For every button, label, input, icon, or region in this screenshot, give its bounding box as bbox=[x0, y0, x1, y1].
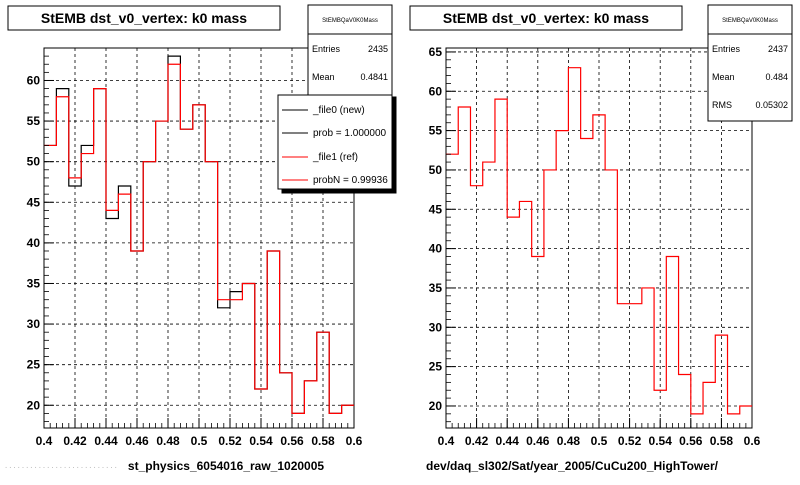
right-axes: 0.4 0.42 0.44 0.46 0.48 0.5 0.52 0.54 0.56 0.58 0.… bbox=[429, 45, 761, 448]
right-x-tick-label: 0.54 bbox=[649, 434, 673, 448]
left-x-tick-label: 0.6 bbox=[346, 434, 363, 448]
left-y-tick-label: 20 bbox=[27, 398, 41, 412]
right-x-tick-label: 0.6 bbox=[744, 434, 761, 448]
left-x-tick-label: 0.46 bbox=[125, 434, 149, 448]
right-x-tick-label: 0.42 bbox=[465, 434, 489, 448]
legend-entry-file0: _file0 (new) bbox=[312, 105, 365, 116]
right-y-tick-label: 60 bbox=[429, 84, 443, 98]
right-xlabel: dev/daq_sl302/Sat/year_2005/CuCu200_High… bbox=[426, 459, 719, 473]
left-legend: _file0 (new) prob = 1.000000 _file1 (ref… bbox=[277, 94, 397, 194]
left-histogram-lines bbox=[44, 55, 354, 414]
right-histogram-lines bbox=[446, 67, 752, 415]
left-y-tick-label: 40 bbox=[27, 236, 41, 250]
right-y-tick-label: 25 bbox=[429, 360, 443, 374]
left-y-tick-label: 55 bbox=[27, 114, 41, 128]
right-stats-rms-label: RMS bbox=[712, 100, 732, 110]
legend-entry-prob: prob = 1.000000 bbox=[313, 128, 387, 139]
left-x-tick-label: 0.54 bbox=[249, 434, 273, 448]
right-x-tick-label: 0.56 bbox=[679, 434, 703, 448]
right-stats-name: StEMBQaV0K0Mass bbox=[722, 18, 778, 24]
legend-box bbox=[277, 94, 393, 190]
left-histogram-panel: 0.4 0.42 0.44 0.46 0.48 0.5 0.52 0.54 0.56 0.58 0.… bbox=[7, 4, 397, 473]
right-x-tick-label: 0.58 bbox=[710, 434, 734, 448]
right-x-tick-label: 0.4 bbox=[438, 434, 455, 448]
right-histogram-series-0 bbox=[446, 67, 752, 415]
right-x-tick-label: 0.48 bbox=[557, 434, 581, 448]
right-y-tick-label: 35 bbox=[429, 281, 443, 295]
legend-entry-probn: probN = 0.99936 bbox=[313, 175, 388, 186]
left-stats-mean-label: Mean bbox=[312, 72, 335, 82]
right-title-box bbox=[409, 5, 683, 31]
footer-timestamp-faint: ........................... bbox=[4, 462, 118, 470]
left-stats-name: StEMBQaV0K0Mass bbox=[322, 18, 378, 24]
left-y-tick-label: 60 bbox=[27, 73, 41, 87]
right-stats-mean-value: 0.484 bbox=[765, 72, 788, 82]
left-stats-box: StEMBQaV0K0Mass Entries 2435 Mean 0.4841 bbox=[307, 4, 393, 104]
right-histogram-panel: 0.4 0.42 0.44 0.46 0.48 0.5 0.52 0.54 0.56 0.58 0.… bbox=[409, 4, 793, 473]
left-y-tick-label: 45 bbox=[27, 195, 41, 209]
left-histogram-series-1 bbox=[44, 63, 354, 414]
right-y-tick-label: 45 bbox=[429, 202, 443, 216]
left-y-tick-label: 30 bbox=[27, 317, 41, 331]
right-y-tick-label: 40 bbox=[429, 242, 443, 256]
left-x-tick-label: 0.48 bbox=[156, 434, 180, 448]
left-x-tick-label: 0.44 bbox=[94, 434, 118, 448]
left-stats-entries-label: Entries bbox=[312, 44, 341, 54]
legend-entry-file1: _file1 (ref) bbox=[312, 152, 358, 163]
left-axes: 0.4 0.42 0.44 0.46 0.48 0.5 0.52 0.54 0.56 0.58 0.… bbox=[27, 47, 363, 448]
right-stats-mean-label: Mean bbox=[712, 72, 735, 82]
right-grid bbox=[446, 48, 752, 428]
right-stats-entries-value: 2437 bbox=[768, 44, 788, 54]
right-y-tick-label: 50 bbox=[429, 163, 443, 177]
right-x-tick-label: 0.52 bbox=[618, 434, 642, 448]
left-x-tick-label: 0.5 bbox=[191, 434, 208, 448]
right-x-tick-label: 0.44 bbox=[496, 434, 520, 448]
right-x-tick-label: 0.46 bbox=[526, 434, 550, 448]
right-y-tick-label: 30 bbox=[429, 320, 443, 334]
right-stats-box: StEMBQaV0K0Mass Entries 2437 Mean 0.484 … bbox=[707, 4, 793, 122]
left-y-tick-label: 50 bbox=[27, 155, 41, 169]
right-stats-rms-value: 0.05302 bbox=[755, 100, 788, 110]
left-y-tick-label: 25 bbox=[27, 358, 41, 372]
right-stats-entries-label: Entries bbox=[712, 44, 741, 54]
left-title-box bbox=[7, 5, 281, 31]
left-x-tick-label: 0.58 bbox=[311, 434, 335, 448]
left-stats-mean-value: 0.4841 bbox=[360, 72, 388, 82]
right-y-tick-label: 20 bbox=[429, 399, 443, 413]
right-y-tick-label: 55 bbox=[429, 124, 443, 138]
left-x-tick-label: 0.42 bbox=[63, 434, 87, 448]
left-x-tick-label: 0.56 bbox=[280, 434, 304, 448]
left-y-tick-label: 35 bbox=[27, 276, 41, 290]
left-x-tick-label: 0.4 bbox=[36, 434, 53, 448]
right-title: StEMB dst_v0_vertex: k0 mass bbox=[443, 10, 649, 26]
right-x-tick-label: 0.5 bbox=[591, 434, 608, 448]
left-title: StEMB dst_v0_vertex: k0 mass bbox=[41, 10, 247, 26]
left-x-tick-label: 0.52 bbox=[218, 434, 242, 448]
left-xlabel: st_physics_6054016_raw_1020005 bbox=[128, 459, 324, 473]
right-y-tick-label: 65 bbox=[429, 45, 443, 59]
left-stats-entries-value: 2435 bbox=[368, 44, 388, 54]
